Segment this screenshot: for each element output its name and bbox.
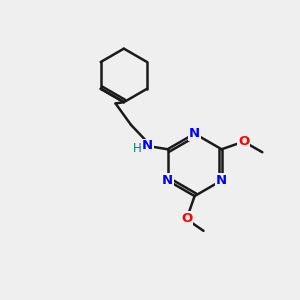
Text: H: H <box>133 142 141 155</box>
Text: N: N <box>216 174 227 187</box>
Text: O: O <box>181 212 192 225</box>
Text: N: N <box>142 139 153 152</box>
Text: N: N <box>162 174 173 187</box>
Text: O: O <box>238 135 249 148</box>
Text: N: N <box>189 127 200 140</box>
